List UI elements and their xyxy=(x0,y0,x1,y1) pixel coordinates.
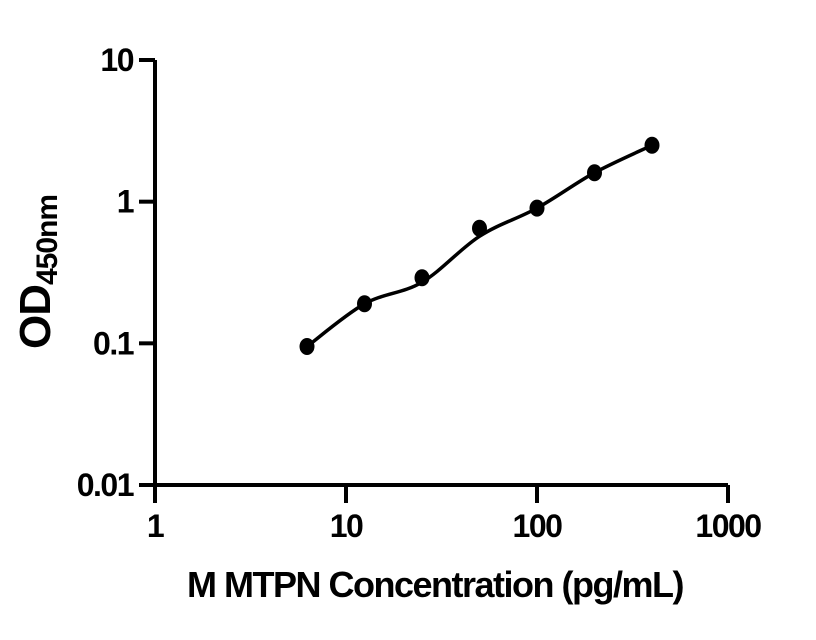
y-tick-label: 10 xyxy=(100,42,133,78)
data-point xyxy=(529,199,545,217)
x-tick-label: 1 xyxy=(147,508,164,544)
data-point xyxy=(414,269,430,287)
data-point xyxy=(299,338,315,355)
y-tick-label: 0.1 xyxy=(93,325,134,361)
data-point xyxy=(357,295,372,313)
y-tick-label: 0.01 xyxy=(77,467,134,503)
y-axis-title-subscript: 450nm xyxy=(31,195,64,285)
x-axis-title: M MTPN Concentration (pg/mL) xyxy=(187,564,683,605)
data-point xyxy=(587,164,602,182)
plot-area: 10 1 0.1 0.01 1 10 100 1000 xyxy=(77,42,763,544)
x-tick-label: 100 xyxy=(513,508,563,544)
x-tick-label: 1000 xyxy=(695,508,761,544)
y-axis-title-main: OD xyxy=(11,285,60,349)
data-point xyxy=(644,136,660,154)
data-point xyxy=(472,219,487,237)
y-tick-label: 1 xyxy=(117,184,134,220)
y-axis-title: OD450nm xyxy=(11,195,64,349)
x-tick-label: 10 xyxy=(330,508,363,544)
axis-lines xyxy=(153,60,728,487)
